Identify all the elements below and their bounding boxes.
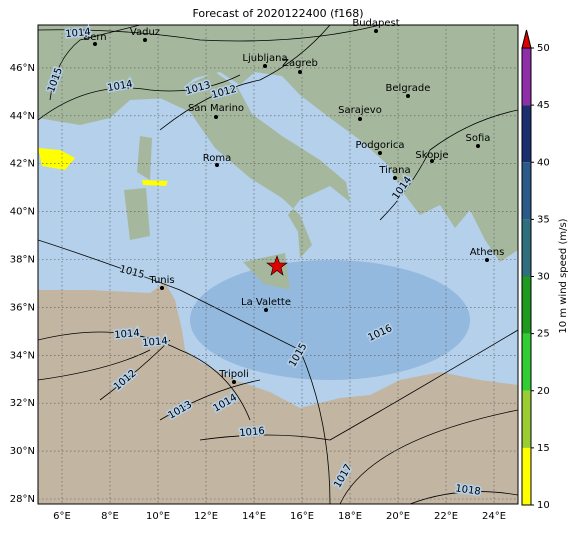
colorbar-tick-label: 15 (537, 443, 550, 454)
map (38, 25, 518, 504)
city-dot (160, 286, 164, 290)
colorbar-segment (522, 162, 531, 220)
city-label: San Marino (188, 103, 244, 114)
map-frame (37, 24, 519, 505)
sardinia (124, 188, 150, 240)
city-label: Tirana (378, 165, 410, 176)
city-dot (358, 117, 362, 121)
isobar-label: 1018 (455, 483, 482, 497)
lat-label: 40°N (10, 207, 35, 218)
lon-label: 20°E (386, 511, 410, 522)
colorbar-tick-label: 10 (537, 500, 550, 511)
lat-label: 28°N (10, 494, 35, 505)
isobar-label: 1014 (114, 328, 140, 341)
colorbar-segment (522, 105, 531, 163)
city-label: Vaduz (130, 27, 160, 38)
lon-label: 12°E (194, 511, 218, 522)
lon-label: 24°E (482, 511, 506, 522)
lat-label: 30°N (10, 446, 35, 457)
city-label: Ljubljana (242, 53, 287, 64)
city-label: Tripoli (218, 369, 249, 380)
wind-patch (38, 148, 75, 170)
lon-label: 18°E (338, 511, 362, 522)
city-label: Skopje (415, 150, 448, 161)
city-label: Sofia (466, 133, 491, 144)
colorbar-label: 10 m wind speed (m/s) (558, 218, 569, 333)
wind-patch (142, 180, 168, 186)
colorbar-segment (522, 447, 531, 505)
city-dot (485, 258, 489, 262)
lon-label: 14°E (242, 511, 266, 522)
colorbar-tick-label: 45 (537, 100, 550, 111)
city-dot (406, 94, 410, 98)
corsica (137, 136, 152, 180)
city-label: Sarajevo (338, 105, 382, 116)
location-star (266, 255, 288, 276)
lat-label: 44°N (10, 111, 35, 122)
lon-label: 16°E (290, 511, 314, 522)
city-dot (232, 380, 236, 384)
lat-label: 42°N (10, 159, 35, 170)
isobar-label: 1014 (142, 336, 168, 349)
city-dot (374, 29, 378, 33)
city-dot (214, 115, 218, 119)
isobar-label: 1014 (65, 27, 91, 40)
city-label: Bern (83, 32, 106, 43)
city-dot (378, 151, 382, 155)
lon-label: 8°E (101, 511, 119, 522)
colorbar-segment (522, 333, 531, 391)
city-label: Belgrade (386, 83, 431, 94)
city-dot (263, 64, 267, 68)
isobars (38, 25, 518, 504)
colorbar-segment (522, 48, 531, 106)
city-dot (264, 308, 268, 312)
city-label: Zagreb (282, 58, 318, 69)
colorbar-tick-label: 40 (537, 157, 550, 168)
city-label: Roma (203, 153, 232, 164)
city-dot (298, 70, 302, 74)
lat-label: 36°N (10, 302, 35, 313)
colorbar-tick-label: 50 (537, 43, 550, 54)
city-dot (393, 176, 397, 180)
lon-label: 22°E (434, 511, 458, 522)
city-dot (215, 163, 219, 167)
city-dot (430, 159, 434, 163)
colorbar-tick-label: 30 (537, 272, 550, 283)
colorbar-tick-label: 20 (537, 386, 550, 397)
colorbar-segment (522, 276, 531, 334)
lon-label: 6°E (53, 511, 71, 522)
city-label: Tunis (148, 275, 174, 286)
lat-label: 38°N (10, 255, 35, 266)
italy (160, 72, 350, 258)
colorbar-tick-label: 35 (537, 214, 550, 225)
city-dot (143, 38, 147, 42)
lat-label: 34°N (10, 350, 35, 361)
colorbar-tick-label: 25 (537, 329, 550, 340)
city-label: Budapest (352, 18, 399, 29)
lon-label: 10°E (146, 511, 170, 522)
colorbar-extend (521, 29, 532, 49)
title: Forecast of 2020122400 (f168) (192, 7, 363, 20)
europe (38, 25, 518, 262)
city-dot (93, 42, 97, 46)
lat-label: 46°N (10, 63, 35, 74)
colorbar-segment (522, 219, 531, 277)
city-label: Athens (470, 247, 505, 258)
city-dot (476, 144, 480, 148)
isobar-label: 1016 (239, 426, 265, 439)
city-label: La Valette (241, 297, 291, 308)
city-label: Podgorica (355, 140, 404, 151)
colorbar-segment (522, 390, 531, 448)
deep-sea (190, 260, 470, 380)
lat-label: 32°N (10, 398, 35, 409)
